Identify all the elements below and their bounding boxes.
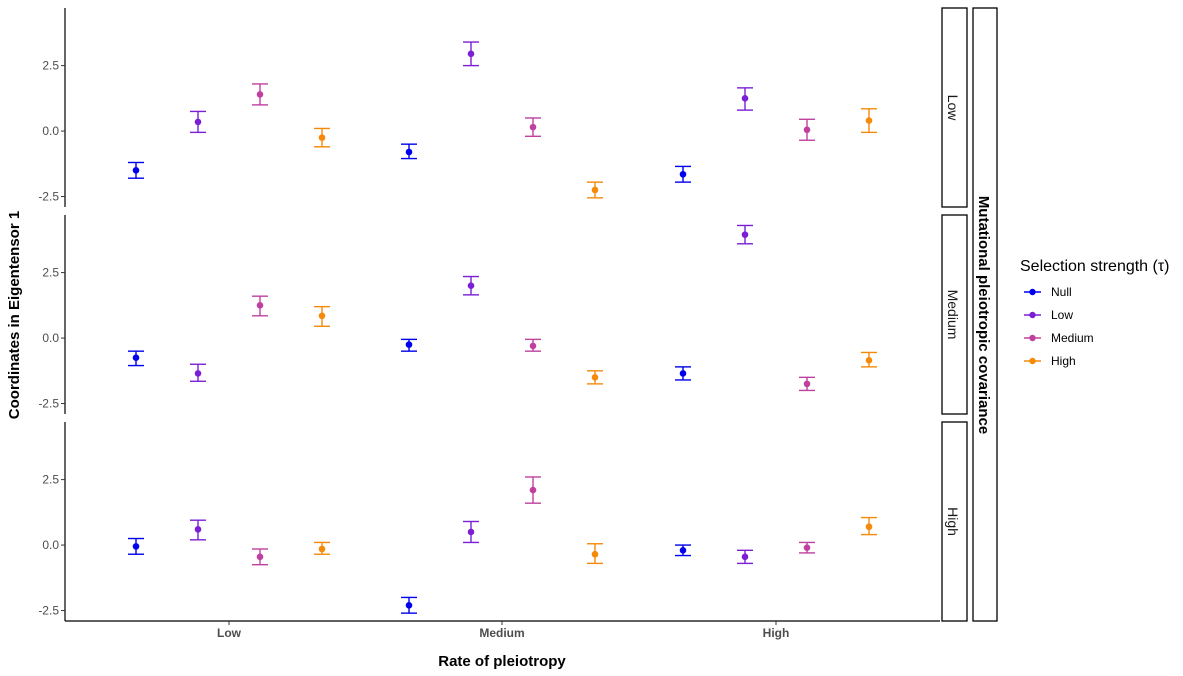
point-high: [591, 186, 599, 194]
point-high: [865, 523, 873, 531]
outer-facet-strip-label: Mutational pleiotropic covariance: [975, 196, 992, 434]
y-tick-label: -2.5: [38, 397, 59, 411]
point-medium: [256, 553, 264, 561]
legend-item-low: Low: [1024, 308, 1073, 322]
facet-strip-medium: Medium: [941, 214, 968, 415]
legend-key-point: [1029, 334, 1036, 342]
legend: Selection strength (τ) Null Low Medium High: [1020, 258, 1170, 368]
point-medium: [803, 380, 811, 388]
point-medium: [803, 126, 811, 134]
x-axis: Low Medium High: [65, 620, 940, 640]
panel-low: -2.5 0.0 2.5: [38, 8, 877, 207]
facet-strip-label: High: [945, 507, 961, 536]
facet-strips: Low Medium High Mutational pleiotropic cova…: [941, 7, 998, 622]
point-null: [405, 601, 413, 609]
point-null: [132, 167, 140, 174]
legend-title: Selection strength (τ): [1020, 258, 1170, 275]
legend-item-medium: Medium: [1024, 331, 1094, 345]
point-low: [194, 118, 202, 126]
point-medium: [529, 123, 537, 131]
point-high: [318, 134, 326, 141]
facet-strip-label: Low: [945, 95, 961, 122]
point-null: [405, 148, 413, 156]
facet-strip-label: Medium: [945, 290, 961, 340]
point-medium: [256, 302, 264, 309]
point-null: [679, 370, 687, 377]
point-null: [405, 341, 413, 348]
facet-strip-high: High: [941, 421, 968, 622]
legend-item-null: Null: [1024, 285, 1072, 299]
legend-key-point: [1029, 357, 1036, 365]
y-tick-label: 2.5: [42, 59, 59, 73]
point-null: [132, 354, 140, 362]
point-high: [591, 550, 599, 558]
point-medium: [256, 91, 264, 98]
y-tick-label: -2.5: [38, 190, 59, 204]
y-axis-title: Coordinates in Eigentensor 1: [6, 211, 23, 419]
point-medium: [529, 486, 537, 494]
point-high: [865, 357, 873, 364]
point-null: [679, 547, 687, 554]
point-low: [741, 231, 749, 238]
point-low: [467, 282, 475, 289]
y-tick-label: 0.0: [42, 331, 59, 345]
outer-facet-strip: Mutational pleiotropic covariance: [972, 7, 998, 622]
point-low: [741, 95, 749, 102]
panel-medium: -2.5 0.0 2.5: [38, 215, 877, 414]
legend-label: High: [1051, 354, 1076, 368]
x-tick-label: Medium: [479, 626, 524, 640]
panel-high: -2.5 0.0 2.5: [38, 422, 877, 621]
point-medium: [803, 544, 811, 551]
y-tick-label: 0.0: [42, 538, 59, 552]
point-low: [741, 553, 749, 561]
x-axis-title: Rate of pleiotropy: [438, 653, 566, 670]
point-low: [467, 50, 475, 58]
point-high: [318, 312, 326, 320]
legend-item-high: High: [1024, 354, 1076, 368]
legend-key-point: [1029, 311, 1036, 319]
point-low: [467, 528, 475, 536]
legend-label: Low: [1051, 308, 1073, 322]
point-medium: [529, 342, 537, 350]
y-tick-label: 0.0: [42, 124, 59, 138]
facet-strip-low: Low: [941, 7, 968, 208]
y-tick-label: -2.5: [38, 604, 59, 618]
legend-label: Null: [1051, 285, 1072, 299]
legend-key-point: [1029, 288, 1036, 296]
legend-label: Medium: [1051, 331, 1094, 345]
y-tick-label: 2.5: [42, 473, 59, 487]
chart-panels: -2.5 0.0 2.5 -2.5 0.0 2.5 -2.5 0.0 2.5: [38, 8, 877, 621]
point-null: [132, 543, 140, 550]
point-high: [865, 117, 873, 124]
y-tick-label: 2.5: [42, 266, 59, 280]
point-low: [194, 370, 202, 377]
point-low: [194, 526, 202, 533]
x-tick-label: Low: [217, 626, 242, 640]
x-tick-label: High: [763, 626, 790, 640]
point-high: [318, 545, 326, 553]
point-null: [679, 170, 687, 178]
point-high: [591, 374, 599, 381]
